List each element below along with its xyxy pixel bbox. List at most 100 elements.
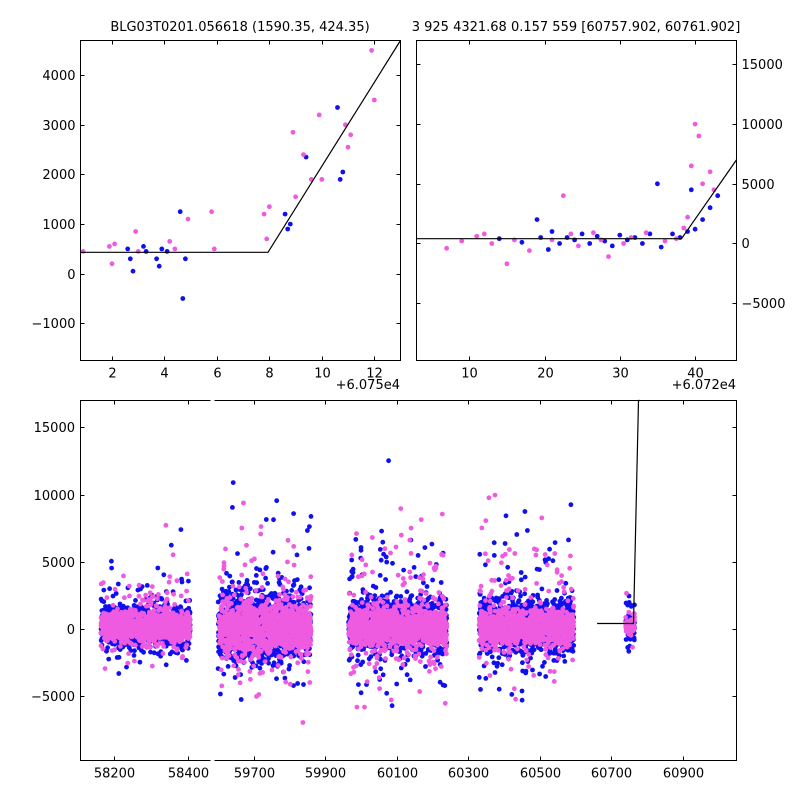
bottom-point-b <box>156 608 161 613</box>
bottom-point-b <box>242 622 247 628</box>
bottom-point-a <box>117 601 123 607</box>
top-right-axes-frame <box>416 40 737 361</box>
bottom-point-b <box>101 624 106 629</box>
bottom-point-b <box>133 607 138 613</box>
bottom-point-a <box>137 659 143 665</box>
bottom-point-a <box>353 537 359 542</box>
bottom-point-b <box>275 663 281 668</box>
bottom-point-b <box>136 626 141 632</box>
bottom-point-b <box>259 594 265 600</box>
bottom-point-a <box>141 649 147 655</box>
bottom-point-b <box>100 646 106 652</box>
bottom-point-b <box>264 606 270 611</box>
bottom-point-a <box>179 579 185 585</box>
top-right-point-b <box>489 241 495 246</box>
bottom-point-b <box>230 583 236 589</box>
bottom-point-b <box>240 605 245 610</box>
top-left-point-b <box>345 144 351 150</box>
top-right-point-a <box>557 241 562 246</box>
bottom-point-b <box>259 643 265 648</box>
bottom-point-b <box>126 627 132 632</box>
bottom-point-b <box>157 641 162 646</box>
top-left-point-a <box>285 226 291 232</box>
bottom-point-b <box>242 659 247 665</box>
bottom-point-b <box>281 669 287 675</box>
bottom-point-a <box>294 552 300 558</box>
top-left-ytick-label: 4000 <box>42 69 75 84</box>
bottom-point-a <box>169 649 175 655</box>
top-left-point-b <box>135 249 141 254</box>
top-right-point-b <box>643 230 649 236</box>
top-left-point-a <box>337 177 343 182</box>
bottom-point-b <box>258 531 264 537</box>
top-left-xtick-label: 2 <box>108 367 116 382</box>
top-left-point-a <box>180 296 186 301</box>
top-left-point-b <box>348 132 354 138</box>
top-left-point-b <box>211 246 217 252</box>
bottom-point-a <box>215 599 221 605</box>
bottom-point-b <box>149 584 155 589</box>
bottom-point-a <box>186 605 192 611</box>
bottom-point-b <box>241 629 247 634</box>
top-left-point-a <box>127 256 133 262</box>
bottom-point-a <box>292 578 297 584</box>
bottom-point-a <box>184 658 189 663</box>
bottom-point-a <box>289 588 295 593</box>
bottom-point-b <box>184 571 190 577</box>
top-right-point-b <box>481 231 487 237</box>
bottom-point-b <box>98 581 104 587</box>
bottom-point-b <box>249 599 254 605</box>
bottom-point-b <box>125 637 130 643</box>
bottom-point-b <box>148 602 154 607</box>
bottom-point-b <box>118 644 123 649</box>
bottom-point-b <box>178 628 184 634</box>
bottom-point-a <box>180 647 185 653</box>
bottom-point-a <box>144 583 150 588</box>
bottom-point-b <box>260 633 266 638</box>
bottom-point-b <box>163 623 169 629</box>
bottom-point-b <box>181 617 186 623</box>
bottom-point-b <box>120 612 126 617</box>
bottom-point-b <box>110 602 116 608</box>
bottom-point-b <box>118 639 124 645</box>
top-right-point-b <box>696 133 702 139</box>
bottom-point-a <box>286 666 292 672</box>
top-left-point-b <box>316 112 322 118</box>
top-right-point-b <box>681 225 687 231</box>
bottom-point-b <box>247 669 253 674</box>
bottom-point-b <box>293 589 299 595</box>
bottom-point-b <box>244 542 249 548</box>
bottom-point-a <box>430 577 435 583</box>
bottom-point-a <box>263 517 269 522</box>
bottom-point-b <box>291 562 297 568</box>
top-right-point-a <box>715 193 721 199</box>
bottom-point-b <box>163 616 169 622</box>
bottom-point-b <box>131 613 136 619</box>
top-right-point-a <box>579 231 585 237</box>
top-left-point-b <box>112 241 117 247</box>
top-left-point-b <box>167 239 173 244</box>
bottom-point-a <box>158 596 164 601</box>
bottom-point-a <box>235 551 240 556</box>
bottom-point-b <box>265 643 271 648</box>
bottom-point-a <box>106 656 112 662</box>
bottom-point-a <box>308 514 314 519</box>
top-right-xtick-label: 10 <box>461 367 478 382</box>
bottom-point-b <box>127 593 132 599</box>
top-right-ytick-label: 5000 <box>742 178 775 193</box>
bottom-point-b <box>295 594 301 600</box>
bottom-point-b <box>251 652 256 657</box>
bottom-point-b <box>147 621 153 627</box>
top-left-model-curve <box>80 40 402 253</box>
bottom-point-b <box>147 590 153 596</box>
bottom-point-b <box>249 646 255 652</box>
top-left-point-a <box>141 244 146 249</box>
bottom-point-b <box>134 632 140 637</box>
bottom-point-b <box>220 644 226 650</box>
bottom-point-b <box>156 592 161 597</box>
bottom-point-a <box>411 565 417 570</box>
bottom-point-b <box>142 618 148 624</box>
top-right-point-b <box>621 241 626 246</box>
bottom-point-b <box>154 621 160 627</box>
bottom-point-b <box>285 595 290 600</box>
